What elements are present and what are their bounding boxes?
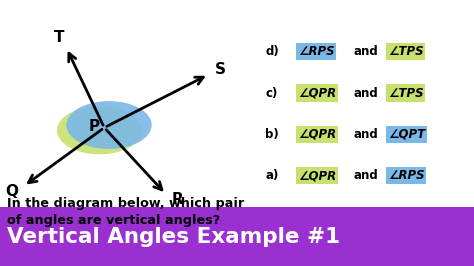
Text: Q: Q [5,184,18,199]
Text: P: P [88,119,100,134]
Text: and: and [353,45,378,58]
Circle shape [57,106,142,154]
Text: R: R [172,192,183,207]
Text: c): c) [265,87,278,99]
Text: a): a) [265,169,279,182]
Text: ∠TPS: ∠TPS [388,45,423,58]
Text: ∠TPS: ∠TPS [388,87,423,99]
Circle shape [66,101,152,149]
Text: b): b) [265,128,279,141]
Text: ∠QPR: ∠QPR [298,128,336,141]
Text: and: and [353,87,378,99]
Text: T: T [54,30,64,45]
Text: ∠QPR: ∠QPR [298,169,336,182]
Text: S: S [215,62,226,77]
Text: ∠RPS: ∠RPS [298,45,334,58]
Text: d): d) [265,45,279,58]
Text: Vertical Angles Example #1: Vertical Angles Example #1 [7,227,340,247]
Text: and: and [353,169,378,182]
Text: ∠QPR: ∠QPR [298,87,336,99]
Text: In the diagram below, which pair
of angles are vertical angles?: In the diagram below, which pair of angl… [7,197,245,227]
Text: and: and [353,128,378,141]
Text: ∠QPT: ∠QPT [388,128,425,141]
Text: ∠RPS: ∠RPS [388,169,424,182]
Bar [0,207,474,266]
